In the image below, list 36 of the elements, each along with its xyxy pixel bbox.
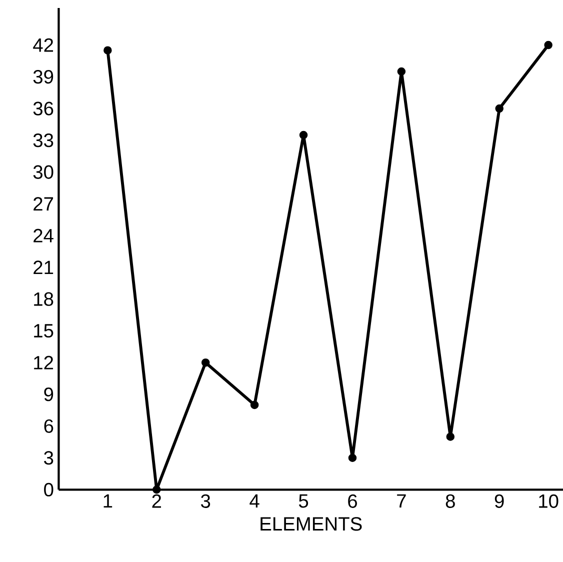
y-tick-label: 30 [33, 165, 54, 180]
y-tick-label: 3 [44, 451, 54, 465]
point [544, 41, 552, 50]
y-tick-label: 27 [34, 197, 54, 211]
y-tick-label: 0 [44, 482, 54, 497]
y-tick-label: 18 [34, 292, 54, 306]
point [348, 454, 357, 462]
y-tick-label: 12 [34, 356, 54, 370]
y-tick-label: 24 [34, 229, 54, 242]
point [250, 400, 259, 410]
point [299, 131, 308, 140]
x-axis-title: ELEMENTS [260, 517, 362, 531]
point [446, 432, 455, 441]
y-tick-label: 6 [44, 419, 54, 434]
x-tick-label: 7 [397, 494, 406, 508]
y-tick-label: 21 [34, 260, 54, 274]
y-tick-label: 15 [34, 324, 54, 338]
y-tick-label: 36 [33, 102, 54, 116]
point [201, 358, 210, 367]
x-tick-label: 10 [539, 494, 558, 508]
point [397, 68, 406, 76]
x-tick-label: 5 [298, 494, 308, 508]
y-tick-label: 39 [33, 70, 54, 84]
y-tick-label: 42 [33, 38, 54, 52]
x-tick-label: 4 [250, 494, 260, 508]
point [104, 46, 112, 55]
x-tick-label: 8 [446, 494, 455, 508]
y-tick-label: 33 [33, 134, 54, 148]
x-tick-label: 1 [104, 494, 112, 508]
point [495, 104, 504, 113]
x-tick-label: 3 [200, 494, 210, 508]
y-tick-label: 9 [44, 388, 54, 402]
x-tick-label: 2 [152, 494, 161, 508]
point [152, 486, 161, 494]
x-tick-label: 6 [348, 494, 357, 508]
x-tick-label: 9 [494, 494, 504, 508]
